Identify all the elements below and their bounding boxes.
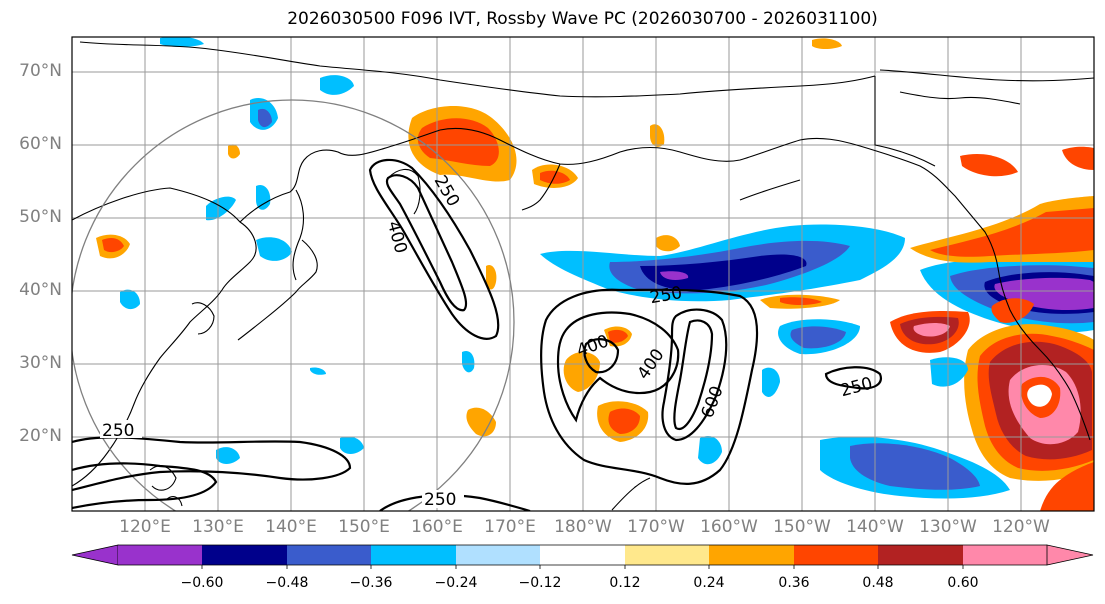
colorbar-tick-label: −0.60 (180, 575, 224, 591)
colorbar-tick-label: 0.24 (693, 575, 725, 591)
lon-label: 140°W (846, 517, 904, 537)
lon-label: 170°W (627, 517, 685, 537)
lon-label: 140°E (265, 517, 317, 537)
colorbar-tick-label: −0.48 (265, 575, 309, 591)
lon-label: 160°E (411, 517, 463, 537)
colorbar-segment (371, 545, 456, 565)
colorbar-tick-label: 0.12 (609, 575, 641, 591)
lat-label: 60°N (19, 134, 62, 154)
region-circle (72, 99, 515, 511)
ivt-shading (96, 37, 1094, 511)
lon-label: 120°E (119, 517, 171, 537)
colorbar-segment (625, 545, 709, 565)
colorbar-tick-label: −0.36 (349, 575, 393, 591)
colorbar-segment (878, 545, 963, 565)
colorbar-segment (794, 545, 878, 565)
colorbar-tick-label: −0.24 (434, 575, 478, 591)
colorbar-min-extend (71, 544, 119, 566)
colorbar-tick-label: 0.36 (778, 575, 810, 591)
colorbar-tick-label: 0.48 (862, 575, 894, 591)
colorbar-segment (963, 545, 1047, 565)
colorbar-segment (118, 545, 202, 565)
lon-label: 150°E (338, 517, 390, 537)
colorbar (71, 544, 1094, 569)
colorbar-tick-label: 0.60 (947, 575, 979, 591)
lat-label: 30°N (19, 353, 62, 373)
map-area: 250 400 250 400 400 600 250 250 250 (72, 37, 1094, 511)
contour-label: 250 (102, 421, 134, 441)
colorbar-segment (287, 545, 371, 565)
colorbar-max-extend (1046, 544, 1094, 566)
lon-label: 150°W (773, 517, 831, 537)
ivt-contours (72, 158, 882, 511)
colorbar-segment (202, 545, 287, 565)
colorbar-tick-label: −0.12 (518, 575, 562, 591)
contour-label: 250 (424, 490, 456, 510)
lat-label: 20°N (19, 426, 62, 446)
lat-label: 50°N (19, 207, 62, 227)
lat-label: 40°N (19, 280, 62, 300)
lon-label: 170°E (484, 517, 536, 537)
map-title: 2026030500 F096 IVT, Rossby Wave PC (202… (287, 9, 878, 29)
lon-label: 180°W (554, 517, 612, 537)
colorbar-segment (709, 545, 794, 565)
lon-label: 160°W (700, 517, 758, 537)
colorbar-segment (456, 545, 540, 565)
map-frame (71, 36, 1095, 512)
lon-label: 130°W (919, 517, 977, 537)
lat-label: 70°N (19, 61, 62, 81)
lon-label: 130°E (192, 517, 244, 537)
colorbar-segment (540, 545, 625, 565)
lon-label: 120°W (992, 517, 1050, 537)
